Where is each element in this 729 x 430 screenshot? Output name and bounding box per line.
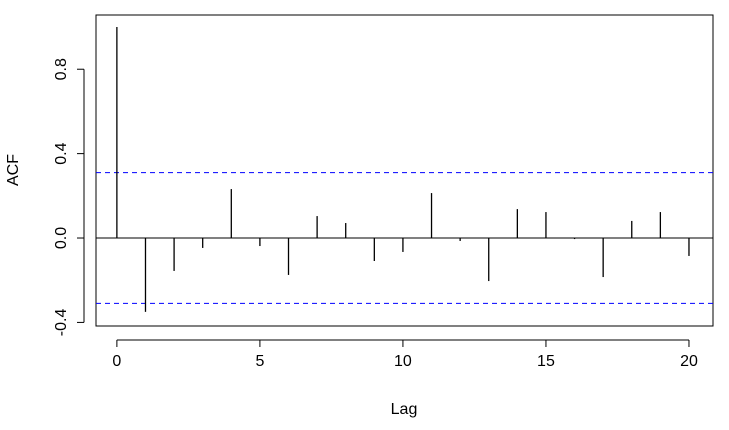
y-tick-label: 0.8 — [53, 58, 70, 80]
x-tick-label: 10 — [394, 353, 412, 370]
y-axis-title: ACF — [5, 154, 22, 186]
y-tick-label: 0.0 — [53, 227, 70, 249]
y-tick-label: -0.4 — [53, 309, 70, 337]
x-tick-label: 20 — [680, 353, 698, 370]
plot-box — [95, 14, 714, 327]
x-tick-label: 15 — [537, 353, 555, 370]
x-axis-title: Lag — [391, 401, 418, 418]
y-tick-label: 0.4 — [53, 142, 70, 164]
x-tick-label: 0 — [112, 353, 121, 370]
x-tick-label: 5 — [255, 353, 264, 370]
